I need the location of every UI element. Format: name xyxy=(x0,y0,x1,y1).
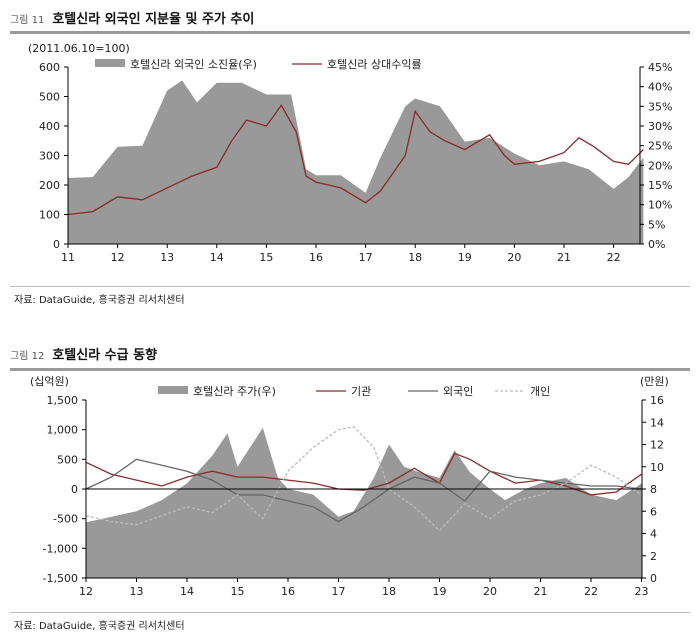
source-divider xyxy=(10,286,690,287)
left-tick-label: -1,500 xyxy=(43,572,78,585)
x-tick-label: 13 xyxy=(130,585,144,598)
legend-label: 기관 xyxy=(351,385,371,398)
figure-number: 그림 12 xyxy=(10,351,45,362)
right-tick-label: 8 xyxy=(650,483,657,496)
x-tick-label: 18 xyxy=(408,251,422,264)
x-tick-label: 20 xyxy=(507,251,521,264)
left-axis-unit: (십억원) xyxy=(30,375,69,388)
x-tick-label: 15 xyxy=(231,585,245,598)
left-tick-label: 500 xyxy=(57,453,78,466)
right-tick-label: 12 xyxy=(650,439,664,452)
legend-label: 호텔신라 상대수익률 xyxy=(327,58,422,71)
right-tick-label: 15% xyxy=(648,179,672,192)
right-tick-label: 10% xyxy=(648,199,672,212)
x-tick-label: 17 xyxy=(359,251,373,264)
left-tick-label: 200 xyxy=(39,179,60,192)
legend-swatch xyxy=(158,386,188,394)
legend-label: 호텔신라 외국인 소진율(우) xyxy=(130,58,257,71)
left-tick-label: 0 xyxy=(53,238,60,251)
right-tick-label: 30% xyxy=(648,120,672,133)
x-tick-label: 14 xyxy=(210,251,224,264)
x-tick-label: 21 xyxy=(534,585,548,598)
source-note: 자료: DataGuide, 흥국증권 리서치센터 xyxy=(14,621,185,632)
legend-label: 외국인 xyxy=(443,385,473,398)
series-line-1 xyxy=(67,104,644,216)
source-divider xyxy=(10,612,690,613)
x-tick-label: 12 xyxy=(111,251,125,264)
left-axis-unit: (2011.06.10=100) xyxy=(28,42,130,55)
right-tick-label: 0 xyxy=(650,572,657,585)
right-tick-label: 16 xyxy=(650,394,664,407)
series-area-0 xyxy=(68,80,644,245)
title-divider xyxy=(10,368,690,371)
figure-11-title: 그림 11 호텔신라 외국인 지분율 및 주가 추이 xyxy=(10,8,254,27)
x-tick-label: 23 xyxy=(635,585,649,598)
x-tick-label: 22 xyxy=(584,585,598,598)
right-tick-label: 40% xyxy=(648,81,672,94)
right-tick-label: 0% xyxy=(648,238,665,251)
right-tick-label: 5% xyxy=(648,218,665,231)
x-tick-label: 18 xyxy=(382,585,396,598)
left-tick-label: 400 xyxy=(39,120,60,133)
left-tick-label: 500 xyxy=(39,91,60,104)
figure-number: 그림 11 xyxy=(10,15,45,26)
x-tick-label: 16 xyxy=(309,251,323,264)
x-tick-label: 16 xyxy=(281,585,295,598)
left-tick-label: 600 xyxy=(39,61,60,74)
left-tick-label: -1,000 xyxy=(43,542,78,555)
chart-title: 호텔신라 수급 동향 xyxy=(52,348,158,363)
source-note: 자료: DataGuide, 흥국증권 리서치센터 xyxy=(14,295,185,306)
right-tick-label: 2 xyxy=(650,550,657,563)
right-tick-label: 20% xyxy=(648,159,672,172)
left-tick-label: 300 xyxy=(39,150,60,163)
figure-12-title: 그림 12 호텔신라 수급 동향 xyxy=(10,344,157,363)
right-tick-label: 4 xyxy=(650,528,657,541)
x-tick-label: 20 xyxy=(483,585,497,598)
legend-swatch xyxy=(95,59,125,67)
right-tick-label: 10 xyxy=(650,461,664,474)
x-tick-label: 19 xyxy=(458,251,472,264)
x-tick-label: 17 xyxy=(332,585,346,598)
x-tick-label: 11 xyxy=(61,251,75,264)
left-tick-label: 1,500 xyxy=(47,394,79,407)
legend-label: 호텔신라 주가(우) xyxy=(193,385,276,398)
x-tick-label: 14 xyxy=(180,585,194,598)
x-tick-label: 21 xyxy=(557,251,571,264)
right-axis-unit: (만원) xyxy=(640,375,669,388)
right-tick-label: 45% xyxy=(648,61,672,74)
series-line-3 xyxy=(85,425,642,532)
left-tick-label: 1,000 xyxy=(47,424,79,437)
left-tick-label: 0 xyxy=(71,483,78,496)
right-tick-label: 14 xyxy=(650,416,664,429)
x-tick-label: 15 xyxy=(259,251,273,264)
chart-title: 호텔신라 외국인 지분율 및 주가 추이 xyxy=(52,12,255,27)
x-tick-label: 22 xyxy=(607,251,621,264)
legend-label: 개인 xyxy=(530,385,550,398)
right-tick-label: 25% xyxy=(648,140,672,153)
x-tick-label: 12 xyxy=(79,585,93,598)
x-tick-label: 19 xyxy=(433,585,447,598)
left-tick-label: -500 xyxy=(53,513,78,526)
right-tick-label: 35% xyxy=(648,100,672,113)
right-tick-label: 6 xyxy=(650,505,657,518)
series-line-2 xyxy=(85,458,642,523)
title-divider xyxy=(10,31,690,34)
left-tick-label: 100 xyxy=(39,209,60,222)
series-area-0 xyxy=(86,427,642,578)
x-tick-label: 13 xyxy=(160,251,174,264)
